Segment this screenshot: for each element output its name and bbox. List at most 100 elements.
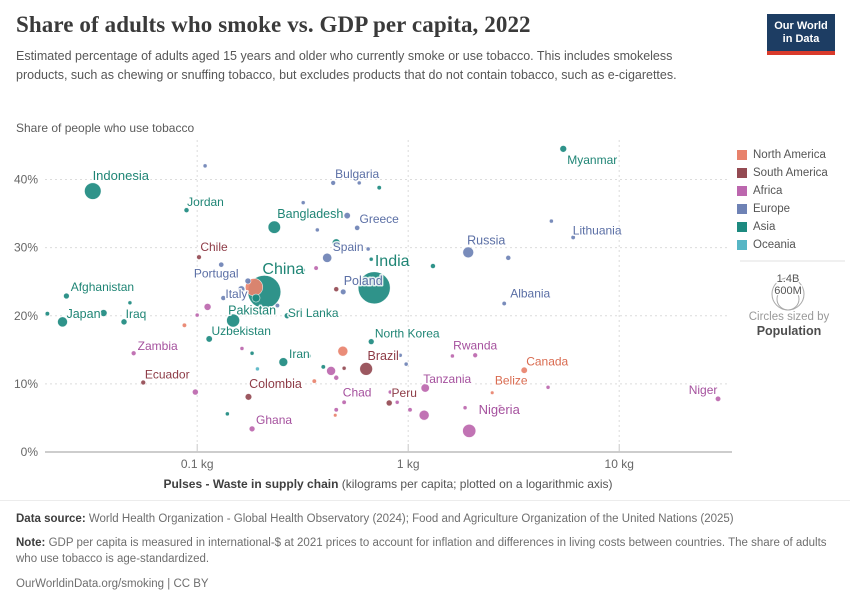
- country-bubble-peru[interactable]: [385, 399, 393, 407]
- country-bubble[interactable]: [394, 399, 400, 405]
- country-bubble-uzbekistan[interactable]: [205, 335, 213, 343]
- country-label-afghanistan[interactable]: Afghanistan: [69, 279, 135, 296]
- country-label-bangladesh[interactable]: Bangladesh: [276, 206, 345, 223]
- country-bubble[interactable]: [368, 256, 374, 262]
- country-bubble[interactable]: [365, 246, 371, 252]
- country-bubble-canada[interactable]: [520, 366, 528, 374]
- country-bubble[interactable]: [326, 366, 336, 376]
- country-bubble-india[interactable]: [357, 271, 391, 305]
- country-bubble-ghana[interactable]: [248, 425, 256, 433]
- country-label-iran[interactable]: Iran: [287, 346, 311, 363]
- country-bubble-albania[interactable]: [501, 300, 507, 306]
- country-bubble[interactable]: [418, 409, 430, 421]
- country-label-portugal[interactable]: Portugal: [192, 265, 240, 282]
- country-bubble[interactable]: [333, 374, 340, 381]
- country-label-russia[interactable]: Russia: [466, 232, 507, 249]
- country-bubble-nigeria[interactable]: [462, 423, 477, 438]
- country-bubble-bangladesh[interactable]: [267, 220, 281, 234]
- country-bubble-sri-lanka[interactable]: [283, 312, 291, 319]
- country-bubble-bulgaria[interactable]: [330, 180, 336, 186]
- country-bubble-greece[interactable]: [354, 224, 361, 231]
- country-label-pakistan[interactable]: Pakistan: [227, 302, 278, 319]
- country-label-albania[interactable]: Albania: [509, 285, 552, 302]
- country-bubble[interactable]: [545, 384, 551, 390]
- country-bubble-niger[interactable]: [715, 395, 722, 402]
- country-bubble[interactable]: [333, 407, 339, 413]
- country-label-chile[interactable]: Chile: [199, 239, 230, 256]
- country-bubble[interactable]: [320, 364, 326, 370]
- country-bubble[interactable]: [376, 185, 382, 191]
- country-label-china[interactable]: China: [261, 259, 306, 279]
- country-bubble[interactable]: [194, 312, 200, 318]
- country-bubble-zambia[interactable]: [130, 350, 137, 356]
- country-bubble[interactable]: [343, 212, 351, 220]
- country-label-sri-lanka[interactable]: Sri Lanka: [286, 304, 340, 321]
- country-bubble[interactable]: [397, 352, 403, 358]
- country-label-indonesia[interactable]: Indonesia: [91, 167, 151, 185]
- country-bubble[interactable]: [462, 405, 468, 411]
- country-bubble-iraq[interactable]: [120, 318, 128, 326]
- country-bubble[interactable]: [313, 265, 319, 271]
- country-label-uzbekistan[interactable]: Uzbekistan: [210, 322, 272, 339]
- country-bubble[interactable]: [99, 309, 108, 317]
- scatter-plot[interactable]: 0% 10% 20% 30% 40% 0.1 kg 1 kg 10 kg Indonesia Jo…: [0, 130, 850, 502]
- country-bubble-brazil[interactable]: [359, 362, 373, 376]
- country-label-niger[interactable]: Niger: [687, 381, 719, 398]
- country-label-bulgaria[interactable]: Bulgaria: [334, 165, 381, 182]
- legend-item-north-america[interactable]: North America: [737, 149, 828, 161]
- country-bubble-russia[interactable]: [462, 246, 474, 259]
- country-bubble[interactable]: [549, 218, 554, 224]
- country-bubble[interactable]: [311, 378, 317, 384]
- country-label-ecuador[interactable]: Ecuador: [143, 366, 191, 383]
- country-label-lithuania[interactable]: Lithuania: [571, 222, 623, 239]
- country-label-japan[interactable]: Japan: [65, 305, 102, 322]
- country-bubble-rwanda[interactable]: [472, 352, 478, 358]
- country-label-chad[interactable]: Chad: [341, 384, 373, 401]
- country-label-peru[interactable]: Peru: [390, 384, 418, 401]
- legend-item-asia[interactable]: Asia: [737, 221, 828, 233]
- country-label-north-korea[interactable]: North Korea: [373, 325, 441, 342]
- country-bubble[interactable]: [192, 388, 199, 396]
- country-bubble[interactable]: [202, 163, 208, 169]
- country-label-myanmar[interactable]: Myanmar: [566, 151, 619, 168]
- country-bubble-afghanistan[interactable]: [63, 292, 70, 300]
- country-bubble-chad[interactable]: [341, 399, 347, 405]
- country-bubble[interactable]: [239, 346, 245, 351]
- country-bubble[interactable]: [356, 180, 362, 186]
- country-bubble[interactable]: [225, 411, 230, 417]
- legend-item-africa[interactable]: Africa: [737, 185, 828, 197]
- country-label-belize[interactable]: Belize: [493, 372, 529, 389]
- country-bubble[interactable]: [430, 263, 436, 269]
- country-bubble-jordan[interactable]: [183, 207, 190, 213]
- country-bubble[interactable]: [274, 303, 280, 309]
- country-bubble[interactable]: [306, 353, 312, 359]
- country-label-italy[interactable]: Italy: [224, 286, 249, 303]
- country-label-colombia[interactable]: Colombia: [248, 375, 304, 392]
- country-bubble[interactable]: [387, 389, 393, 395]
- country-label-tanzania[interactable]: Tanzania: [422, 370, 473, 387]
- country-label-canada[interactable]: Canada: [525, 353, 570, 370]
- country-bubble-tanzania[interactable]: [420, 383, 430, 393]
- country-bubble-italy[interactable]: [237, 285, 246, 293]
- legend-item-europe[interactable]: Europe: [737, 203, 828, 215]
- country-bubble-colombia[interactable]: [244, 393, 253, 401]
- country-bubble[interactable]: [407, 407, 413, 413]
- chart-canvas[interactable]: 0% 10% 20% 30% 40% 0.1 kg 1 kg 10 kg Indonesia Jo…: [0, 130, 850, 502]
- country-bubble-lithuania[interactable]: [570, 234, 576, 240]
- country-label-india[interactable]: India: [373, 251, 411, 271]
- country-bubble-north-korea[interactable]: [368, 338, 375, 345]
- country-label-ghana[interactable]: Ghana: [255, 411, 294, 428]
- country-label-jordan[interactable]: Jordan: [186, 194, 226, 211]
- country-bubble-portugal[interactable]: [218, 261, 225, 268]
- country-bubble[interactable]: [505, 255, 512, 261]
- legend-item-oceania[interactable]: Oceania: [737, 239, 828, 251]
- country-bubble[interactable]: [203, 303, 212, 311]
- country-label-zambia[interactable]: Zambia: [136, 338, 179, 355]
- country-bubble[interactable]: [403, 361, 409, 367]
- country-bubble[interactable]: [331, 238, 341, 248]
- country-bubble[interactable]: [450, 353, 455, 359]
- country-bubble[interactable]: [251, 293, 261, 303]
- country-bubble[interactable]: [244, 277, 252, 285]
- country-bubble[interactable]: [337, 345, 349, 357]
- country-bubble-myanmar[interactable]: [559, 145, 567, 153]
